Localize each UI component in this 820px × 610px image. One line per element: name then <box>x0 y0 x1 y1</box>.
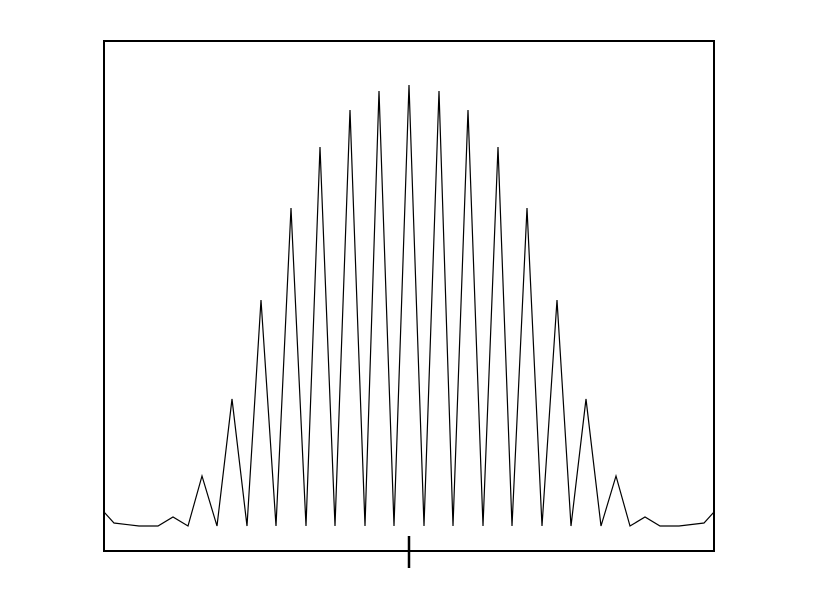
data-line <box>103 84 715 527</box>
